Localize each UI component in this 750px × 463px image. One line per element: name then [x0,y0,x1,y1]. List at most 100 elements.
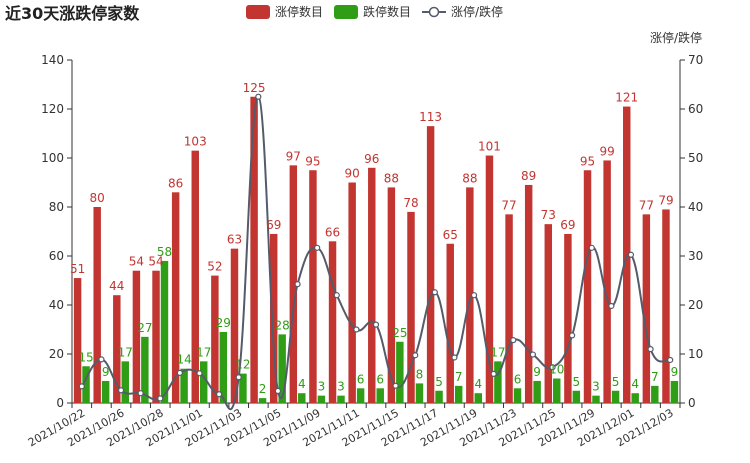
data-label-limit-up: 54 [129,255,144,269]
bar-limit-up [466,187,474,403]
legend[interactable]: 涨停数目 跌停数目 涨停/跌停 [246,4,503,19]
ratio-point [451,354,458,361]
bar-limit-up [426,126,435,404]
left-axis-tick-label: 80 [49,200,64,214]
bar-limit-up [250,96,258,403]
data-label-limit-up: 80 [90,191,105,205]
bar-limit-down [101,380,110,403]
data-label-limit-up: 103 [184,135,207,149]
bar-limit-up [211,275,219,403]
bar-limit-down [533,380,541,403]
data-label-limit-down: 8 [416,367,424,381]
ratio-point [627,251,635,258]
ratio-point [294,281,301,288]
bar-limit-up [662,209,670,403]
bar-limit-down [494,361,502,403]
bar-limit-up [524,184,533,403]
bar-limit-up [230,248,239,403]
bar-limit-down [553,378,561,403]
ratio-point [412,352,419,359]
bar-limit-down [454,385,463,403]
bar-limit-down [317,395,326,403]
data-label-limit-down: 5 [573,375,581,389]
left-axis-tick-label: 100 [41,151,64,165]
bar-limit-up [171,192,180,403]
ratio-point [117,387,125,394]
bar-limit-up [407,211,415,403]
data-label-limit-down: 4 [298,377,306,391]
ratio-point [274,387,282,395]
data-label-limit-up: 101 [478,140,501,154]
bar-limit-down [337,395,345,403]
data-label-limit-up: 77 [501,198,516,212]
bar-limit-up [269,233,278,403]
data-label-limit-up: 125 [243,81,266,95]
data-label-limit-up: 113 [419,110,442,124]
legend-label-limit-up: 涨停数目 [275,4,323,19]
data-label-limit-down: 12 [235,358,250,372]
data-label-limit-down: 9 [102,365,110,379]
bar-limit-up [642,214,651,403]
bar-limit-up [309,170,317,403]
bar-limit-down [631,393,639,403]
bar-limit-down [356,388,365,403]
data-label-limit-down: 5 [435,375,443,389]
legend-marker-ratio [428,6,440,18]
ratio-point [333,292,340,299]
bar-limit-down [670,380,679,403]
data-label-limit-up: 95 [580,154,595,168]
legend-item-limit-up[interactable]: 涨停数目 [246,4,323,19]
bar-limit-up [73,278,82,403]
data-label-limit-up: 69 [560,218,575,232]
legend-item-limit-down[interactable]: 跌停数目 [334,4,411,19]
data-label-limit-down: 28 [275,318,290,332]
data-label-limit-down: 4 [474,377,482,391]
bar-limit-up [485,155,494,403]
right-axis-tick-label: 60 [688,102,703,116]
data-label-limit-up: 121 [615,91,638,105]
ratio-point [510,337,517,344]
bar-limit-up [583,170,592,403]
data-label-limit-down: 2 [259,382,267,396]
bar-limit-up [132,270,141,403]
data-label-limit-up: 66 [325,225,340,239]
data-label-limit-up: 95 [305,154,320,168]
ratio-point [372,321,380,328]
data-label-limit-down: 5 [612,375,620,389]
ratio-point [235,374,242,381]
ratio-point [588,244,595,251]
data-labels: 5115809441754275458861410317522963121252… [70,81,678,396]
legend-label-limit-down: 跌停数目 [363,4,411,19]
bar-limit-up [446,243,454,403]
left-axis-tick-label: 40 [49,298,64,312]
bar-limit-up [603,160,611,403]
bar-limit-up [544,224,553,403]
data-label-limit-down: 27 [137,321,152,335]
ratio-point [569,332,576,339]
right-axis-tick-label: 40 [688,200,703,214]
left-axis-tick-label: 0 [56,396,64,410]
data-label-limit-down: 17 [490,345,505,359]
right-axis-tick-label: 70 [688,53,703,67]
ratio-point [314,244,321,251]
bar-limit-down [219,331,228,403]
data-label-limit-down: 29 [216,316,231,330]
legend-item-ratio[interactable]: 涨停/跌停 [422,4,503,19]
ratio-line-series [78,93,674,411]
data-label-limit-down: 3 [318,380,326,394]
bar-limit-down [396,341,404,403]
ratio-point [255,93,262,100]
right-axis-tick-label: 10 [688,347,703,361]
ratio-point [392,382,399,389]
ratio-point [137,390,144,397]
bar-limit-down [121,361,129,403]
bar-limit-up [191,150,199,403]
bars [73,96,679,404]
bar-limit-down [592,395,600,403]
bar-limit-down [82,366,90,403]
data-label-limit-down: 6 [357,372,365,386]
ratio-point [470,292,478,299]
ratio-point [215,391,223,398]
ratio-point [431,289,438,296]
data-label-limit-up: 99 [599,144,614,158]
